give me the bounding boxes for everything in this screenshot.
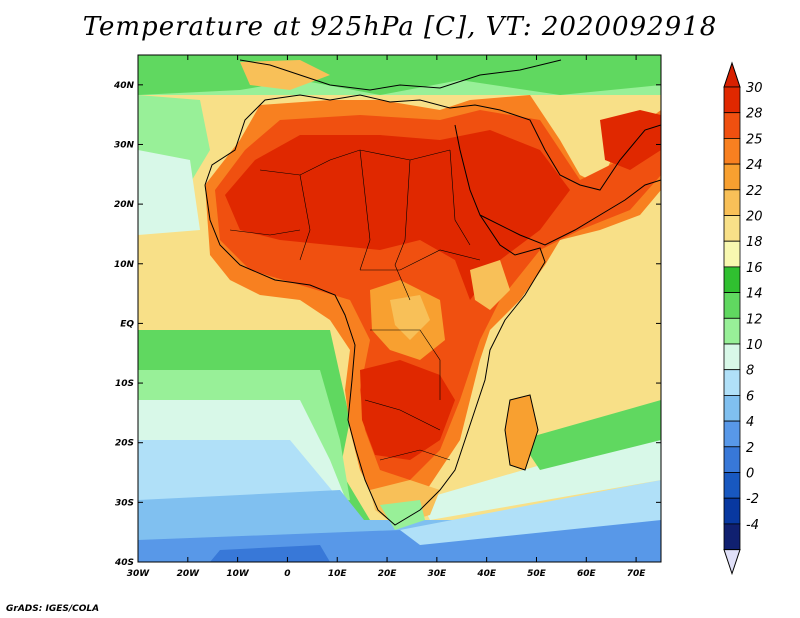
colorbar-swatch — [723, 394, 741, 422]
colorbar-swatch — [723, 523, 741, 551]
x-tick-label: 40E — [476, 569, 497, 579]
colorbar-swatch — [723, 292, 741, 319]
colorbar-label: 16 — [746, 261, 763, 276]
colorbar-swatch — [723, 86, 741, 114]
y-tick-label: 30S — [115, 498, 134, 508]
colorbar-label: 6 — [746, 389, 754, 404]
colorbar-label: 12 — [746, 312, 763, 327]
y-tick-label: 40S — [114, 558, 134, 568]
y-tick-label: 40N — [113, 81, 135, 91]
colorbar-swatch — [723, 369, 741, 396]
colorbar-swatch — [723, 163, 741, 191]
colorbar-swatch — [723, 266, 741, 293]
colorbar-swatch — [723, 446, 741, 473]
x-tick-label: 60E — [577, 569, 597, 579]
colorbar-label: 30 — [746, 81, 763, 96]
x-tick-label: 30W — [127, 569, 151, 579]
map-title: Temperature at 925hPa [C], VT: 202009291… — [82, 12, 718, 42]
colorbar-label: 4 — [746, 415, 754, 430]
colorbar-top-arrow — [723, 61, 741, 88]
temperature-field — [138, 55, 661, 562]
country-borders — [229, 149, 481, 461]
y-tick-label: 10S — [115, 379, 134, 389]
colorbar-label: 10 — [746, 338, 763, 353]
colorbar-swatch — [723, 420, 741, 448]
x-tick-label: 20W — [177, 569, 201, 579]
x-tick-label: 10W — [226, 569, 250, 579]
colorbar-label: 25 — [746, 132, 763, 147]
colorbar-swatch — [723, 137, 741, 165]
y-tick-label: 30N — [114, 140, 135, 150]
coastlines — [204, 59, 661, 526]
colorbar-label: 0 — [746, 467, 754, 482]
colorbar-swatch — [723, 317, 741, 345]
colorbar-label: -4 — [746, 518, 759, 533]
colorbar-label: -2 — [746, 492, 759, 507]
colorbar-swatch — [723, 343, 741, 371]
y-tick-label: 20S — [115, 439, 134, 449]
colorbar-swatch — [723, 112, 741, 139]
colorbar-label: 24 — [746, 158, 763, 173]
x-tick-label: 20E — [378, 569, 398, 579]
y-tick-label: 20N — [114, 200, 135, 210]
grads-credit: GrADS: IGES/COLA — [6, 604, 100, 614]
x-tick-label: 10E — [328, 569, 348, 579]
y-tick-label: 10N — [114, 260, 135, 270]
y-tick-label: EQ — [120, 319, 134, 329]
colorbar-label: 28 — [746, 107, 763, 122]
colorbar-label: 8 — [746, 364, 754, 379]
colorbar-label: 2 — [746, 441, 754, 456]
colorbar-label: 20 — [746, 210, 763, 225]
colorbar-label: 22 — [746, 184, 763, 199]
colorbar-swatch — [723, 189, 741, 216]
axis-ticks: 30W 20W 10W 0 10E 20E 30E 40E 50E 60E 70E 40N 30N 20N… — [113, 55, 661, 579]
x-tick-label: 30E — [428, 569, 448, 579]
x-tick-label: 50E — [527, 569, 547, 579]
colorbar-swatch — [723, 240, 741, 268]
colorbar-label: 14 — [746, 287, 763, 302]
colorbar-swatch — [723, 497, 741, 525]
colorbar-label: 18 — [746, 235, 763, 250]
colorbar-swatch — [723, 472, 741, 499]
colorbar-swatch — [723, 215, 741, 242]
x-tick-label: 70E — [627, 569, 647, 579]
x-tick-label: 0 — [284, 569, 290, 579]
map-frame — [137, 54, 662, 563]
colorbar-bottom-arrow — [723, 549, 741, 576]
